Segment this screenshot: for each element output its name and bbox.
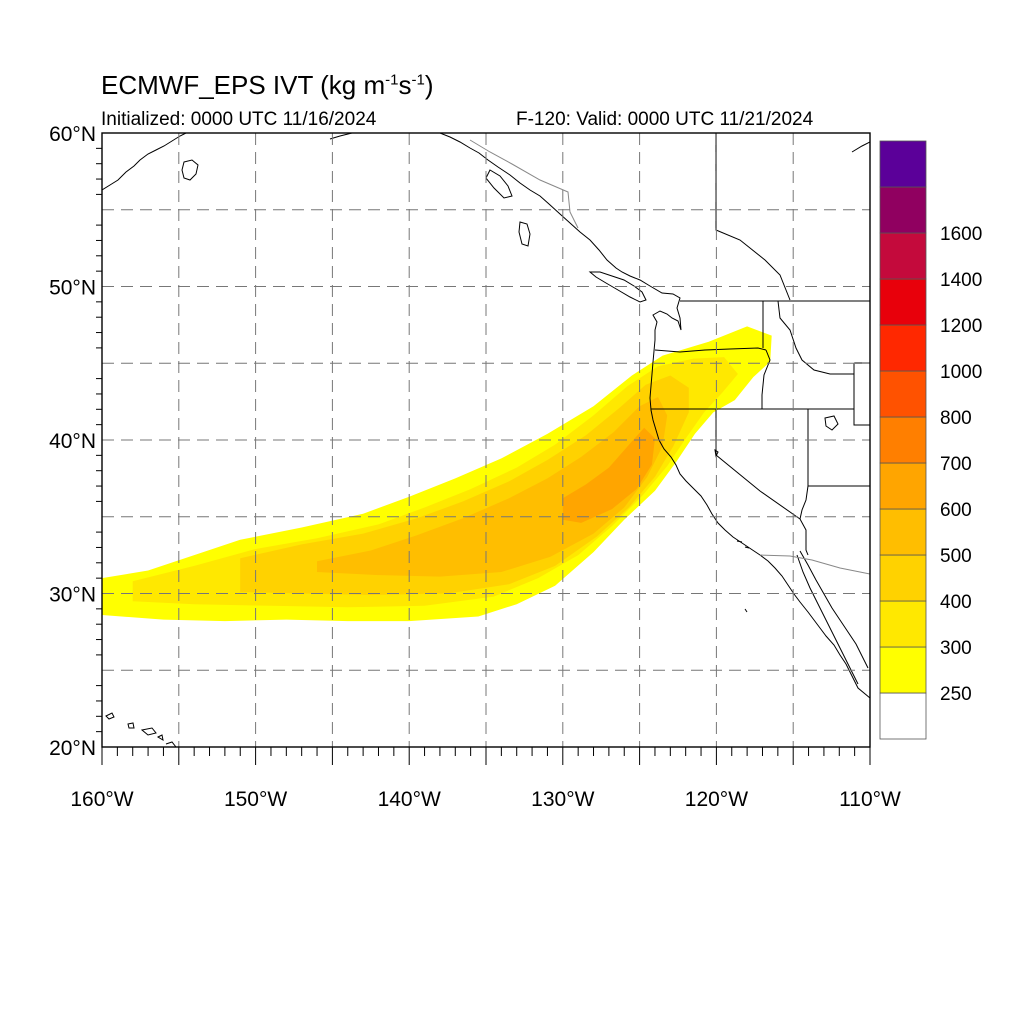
gulf-of-california — [799, 550, 869, 669]
lon-tick-label: 120°W — [685, 788, 748, 811]
colorbar-label: 1000 — [940, 362, 982, 383]
oregon-idaho-border — [761, 349, 771, 409]
alaska-canada-border — [469, 139, 579, 229]
colorbar-label: 1600 — [940, 224, 982, 245]
units-mid: s — [398, 70, 412, 100]
colorbar-box — [879, 140, 927, 188]
ivt-band-300 — [132, 357, 738, 608]
colorbar-label: 300 — [940, 638, 972, 659]
california-nevada-border — [715, 409, 801, 520]
vancouver-island — [588, 271, 647, 303]
model-name: ECMWF_EPS — [101, 70, 266, 100]
arizona-california-border — [799, 518, 809, 556]
lake-tahoe — [714, 448, 719, 458]
units-open: (kg m — [320, 70, 386, 100]
coastline-alaska-south — [102, 133, 187, 191]
coastline-west-north-america — [439, 133, 870, 699]
washington-oregon-border — [654, 347, 767, 353]
channel-islands — [736, 540, 750, 549]
lon-tick-label: 150°W — [224, 788, 287, 811]
colorbar-label: 700 — [940, 454, 972, 475]
chart-title: ECMWF_EPS IVT (kg m-1s-1) — [101, 70, 434, 101]
coastline-alaska-mainland — [329, 133, 353, 140]
lat-tick-label: 50°N — [49, 277, 96, 300]
gridlines — [102, 133, 870, 747]
lon-tick-label: 130°W — [531, 788, 594, 811]
colorbar-label: 800 — [940, 408, 972, 429]
colorbar-box — [879, 186, 927, 234]
canada-interior-border — [715, 133, 791, 301]
ivt-band-600 — [562, 427, 655, 523]
variable-name: IVT — [272, 70, 313, 100]
northern-rockies-coast — [851, 141, 870, 153]
colorbar-box — [879, 692, 927, 740]
axis-labels: 160°W 150°W 140°W 130°W 120°W 110°W 20°N 30°N 40… — [49, 123, 901, 811]
colorbar-box — [879, 600, 927, 648]
colorbar-box — [879, 370, 927, 418]
colorbar-box — [879, 324, 927, 372]
colorbar-label: 500 — [940, 546, 972, 567]
alexander-archipelago — [485, 169, 513, 199]
idaho-wyoming-border — [853, 362, 870, 426]
ivt-band-500 — [317, 397, 668, 577]
ivt-shading — [102, 326, 772, 622]
axis-ticks — [96, 147, 871, 765]
units-close: ) — [424, 70, 434, 100]
baja-gulf-coast — [796, 554, 859, 685]
units-exp-2: -1 — [411, 71, 425, 89]
coastlines-borders — [102, 133, 870, 747]
lon-tick-label: 110°W — [839, 788, 901, 811]
mexico-us-border — [759, 554, 870, 575]
haida-gwaii — [518, 221, 531, 247]
units-exp-1: -1 — [385, 71, 399, 89]
colorbar-box — [879, 416, 927, 464]
valid-time: F-120: Valid: 0000 UTC 11/21/2024 — [516, 109, 814, 130]
lat-tick-label: 20°N — [49, 737, 96, 760]
kodiak-island — [181, 159, 199, 181]
colorbar-box — [879, 508, 927, 556]
colorbar-label: 400 — [940, 592, 972, 613]
colorbar-label: 600 — [940, 500, 972, 521]
colorbar-box — [879, 232, 927, 280]
hawaii-islands — [105, 712, 177, 747]
colorbar-label: 1400 — [940, 270, 982, 291]
lon-tick-label: 160°W — [70, 788, 133, 811]
colorbar-box — [879, 646, 927, 694]
guadalupe-island — [744, 608, 748, 613]
lat-tick-label: 60°N — [49, 123, 96, 146]
great-salt-lake — [824, 415, 839, 431]
idaho-montana-border — [777, 300, 854, 375]
colorbar-label: 250 — [940, 684, 972, 705]
lon-tick-label: 140°W — [378, 788, 441, 811]
colorbar-box — [879, 462, 927, 510]
initialized-time: Initialized: 0000 UTC 11/16/2024 — [101, 109, 377, 130]
colorbar: 250 300 400 500 600 700 800 1000 1200 1400 1600 — [879, 140, 982, 740]
nevada-arizona-border — [799, 485, 870, 520]
lat-tick-label: 40°N — [49, 430, 96, 453]
lat-tick-label: 30°N — [49, 584, 96, 607]
colorbar-label: 1200 — [940, 316, 982, 337]
map-panel — [102, 133, 870, 747]
colorbar-box — [879, 554, 927, 602]
colorbar-box — [879, 278, 927, 326]
